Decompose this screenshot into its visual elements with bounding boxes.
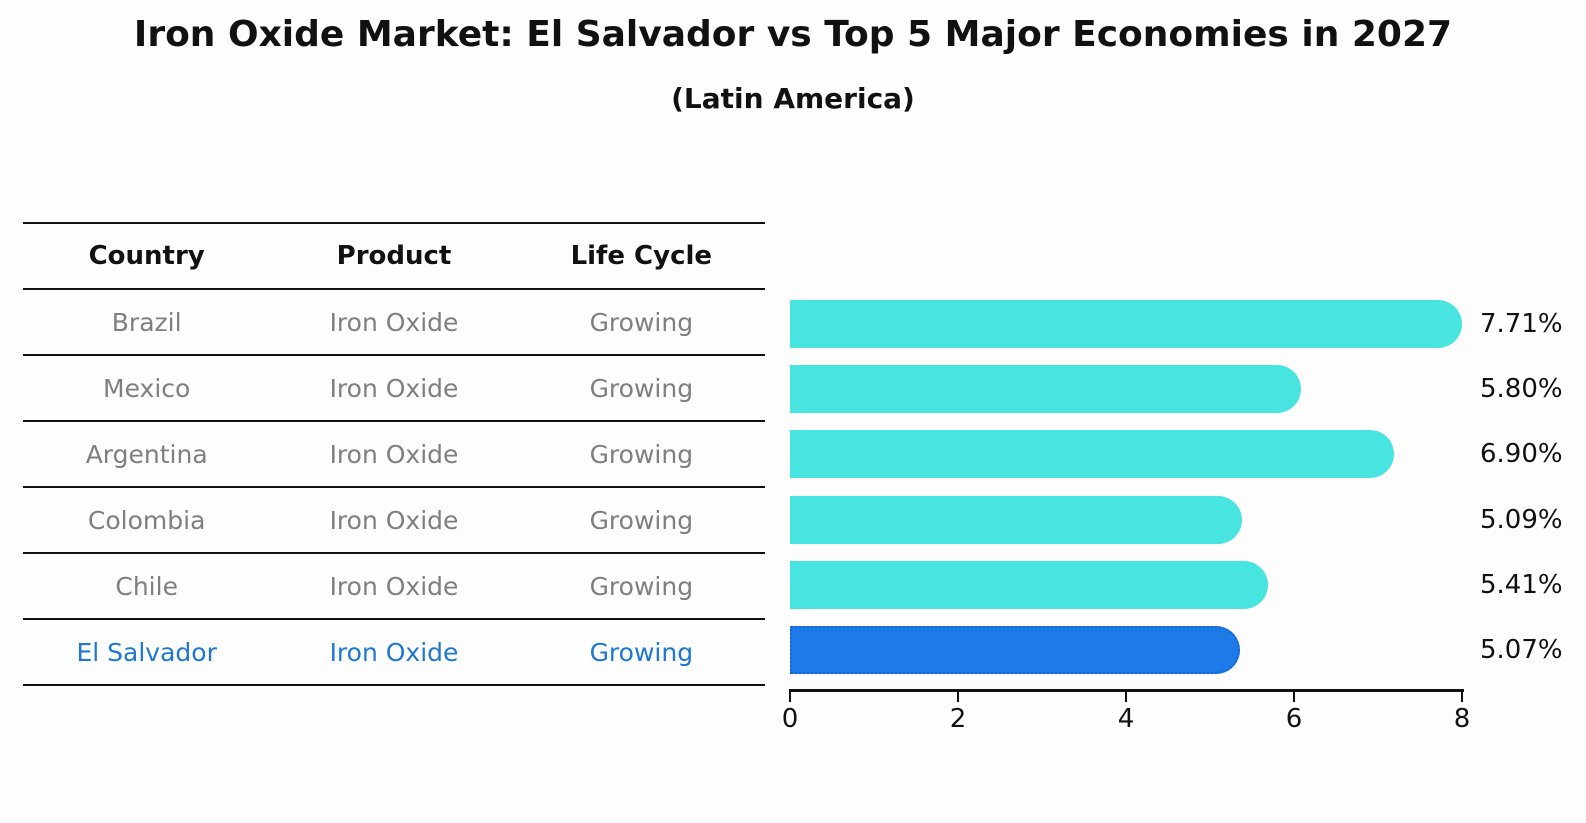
- table-header-country: Country: [88, 241, 205, 271]
- country-cell: Argentina: [85, 439, 208, 469]
- tick-label: 8: [1453, 704, 1471, 734]
- tick-mark: [1124, 691, 1128, 702]
- life-cycle-cell: Growing: [589, 571, 694, 601]
- x-axis-line: [789, 689, 1464, 692]
- table-row-chile: Chile Iron Oxide Growing: [23, 554, 765, 620]
- bar-value-label: 5.07%: [1480, 635, 1563, 665]
- table-row-el-salvador: El Salvador Iron Oxide Growing: [23, 620, 765, 686]
- bar-row-chile: 5.41%: [790, 560, 1586, 609]
- table-row-mexico: Mexico Iron Oxide Growing: [23, 356, 765, 422]
- tick-mark: [1460, 691, 1464, 702]
- product-cell: Iron Oxide: [329, 637, 459, 667]
- life-cycle-cell: Growing: [589, 373, 694, 403]
- country-cell: Mexico: [103, 373, 191, 403]
- tick-mark: [956, 691, 960, 702]
- x-axis-tick-2: 2: [918, 691, 998, 734]
- table-header-row: Country Product Life Cycle: [23, 224, 765, 290]
- tick-label: 6: [1285, 704, 1303, 734]
- x-axis-tick-0: 0: [750, 691, 830, 734]
- x-axis-tick-6: 6: [1254, 691, 1334, 734]
- bar-row-colombia: 5.09%: [790, 495, 1586, 544]
- x-axis-tick-4: 4: [1086, 691, 1166, 734]
- tick-mark: [1292, 691, 1296, 702]
- tick-mark: [788, 691, 792, 702]
- table-row-brazil: Brazil Iron Oxide Growing: [23, 290, 765, 356]
- bar-el-salvador-highlighted: [790, 626, 1240, 674]
- bar-value-label: 5.80%: [1480, 374, 1563, 405]
- comparison-table: Country Product Life Cycle Brazil Iron O…: [23, 222, 765, 686]
- country-cell: Chile: [115, 571, 178, 601]
- bar-chile: [790, 560, 1269, 609]
- bar-value-label: 5.09%: [1480, 504, 1563, 535]
- x-axis-tick-8: 8: [1422, 691, 1502, 734]
- bar-row-el-salvador: 5.07%: [790, 626, 1586, 674]
- page-subtitle: (Latin America): [671, 82, 915, 115]
- bar-argentina: [790, 430, 1394, 479]
- life-cycle-cell: Growing: [589, 505, 694, 535]
- bar-row-mexico: 5.80%: [790, 365, 1586, 414]
- tick-label: 0: [781, 704, 799, 734]
- country-cell: El Salvador: [76, 637, 217, 667]
- product-cell: Iron Oxide: [329, 439, 459, 469]
- table-header-life-cycle: Life Cycle: [570, 241, 713, 271]
- table-header-product: Product: [336, 241, 452, 271]
- bar-row-argentina: 6.90%: [790, 430, 1586, 479]
- tick-label: 4: [1117, 704, 1135, 734]
- life-cycle-cell: Growing: [589, 637, 694, 667]
- bar-value-label: 7.71%: [1480, 309, 1563, 339]
- country-cell: Colombia: [87, 505, 206, 535]
- bar-row-brazil: 7.71%: [790, 300, 1586, 348]
- product-cell: Iron Oxide: [329, 373, 459, 403]
- life-cycle-cell: Growing: [589, 307, 694, 337]
- tick-label: 2: [949, 704, 967, 734]
- bar-brazil: [790, 300, 1462, 348]
- country-cell: Brazil: [111, 307, 182, 337]
- product-cell: Iron Oxide: [329, 307, 459, 337]
- product-cell: Iron Oxide: [329, 505, 459, 535]
- bar-mexico: [790, 365, 1302, 414]
- bar-colombia: [790, 495, 1242, 544]
- bar-value-label: 6.90%: [1480, 439, 1563, 470]
- life-cycle-cell: Growing: [589, 439, 694, 469]
- bar-value-label: 5.41%: [1480, 569, 1563, 600]
- table-row-argentina: Argentina Iron Oxide Growing: [23, 422, 765, 488]
- table-row-colombia: Colombia Iron Oxide Growing: [23, 488, 765, 554]
- product-cell: Iron Oxide: [329, 571, 459, 601]
- page-title: Iron Oxide Market: El Salvador vs Top 5 …: [133, 14, 1453, 55]
